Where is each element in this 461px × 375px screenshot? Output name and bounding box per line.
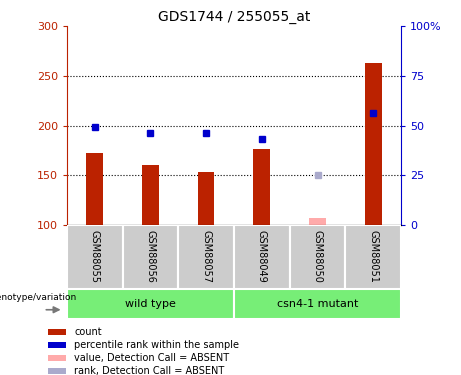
Text: GSM88055: GSM88055 — [90, 230, 100, 284]
Text: genotype/variation: genotype/variation — [0, 292, 77, 302]
Text: rank, Detection Call = ABSENT: rank, Detection Call = ABSENT — [75, 366, 225, 375]
Bar — [67, 225, 123, 289]
Bar — [86, 153, 103, 225]
Bar — [48, 355, 65, 361]
Bar — [290, 225, 345, 289]
Bar — [234, 289, 401, 319]
Bar — [123, 225, 178, 289]
Bar — [142, 165, 159, 225]
Text: GSM88050: GSM88050 — [313, 230, 323, 284]
Bar — [48, 342, 65, 348]
Text: wild type: wild type — [125, 299, 176, 309]
Bar — [309, 218, 326, 225]
Bar — [48, 368, 65, 374]
Bar — [234, 225, 290, 289]
Bar — [48, 328, 65, 335]
Text: csn4-1 mutant: csn4-1 mutant — [277, 299, 358, 309]
Title: GDS1744 / 255055_at: GDS1744 / 255055_at — [158, 10, 310, 24]
Text: GSM88057: GSM88057 — [201, 230, 211, 284]
Text: GSM88056: GSM88056 — [145, 230, 155, 284]
Text: percentile rank within the sample: percentile rank within the sample — [75, 340, 239, 350]
Text: GSM88051: GSM88051 — [368, 230, 378, 284]
Text: value, Detection Call = ABSENT: value, Detection Call = ABSENT — [75, 353, 230, 363]
Bar — [178, 225, 234, 289]
Text: count: count — [75, 327, 102, 337]
Bar — [345, 225, 401, 289]
Bar — [67, 289, 234, 319]
Bar — [198, 172, 214, 225]
Text: GSM88049: GSM88049 — [257, 231, 267, 283]
Bar — [254, 150, 270, 225]
Bar — [365, 63, 382, 225]
